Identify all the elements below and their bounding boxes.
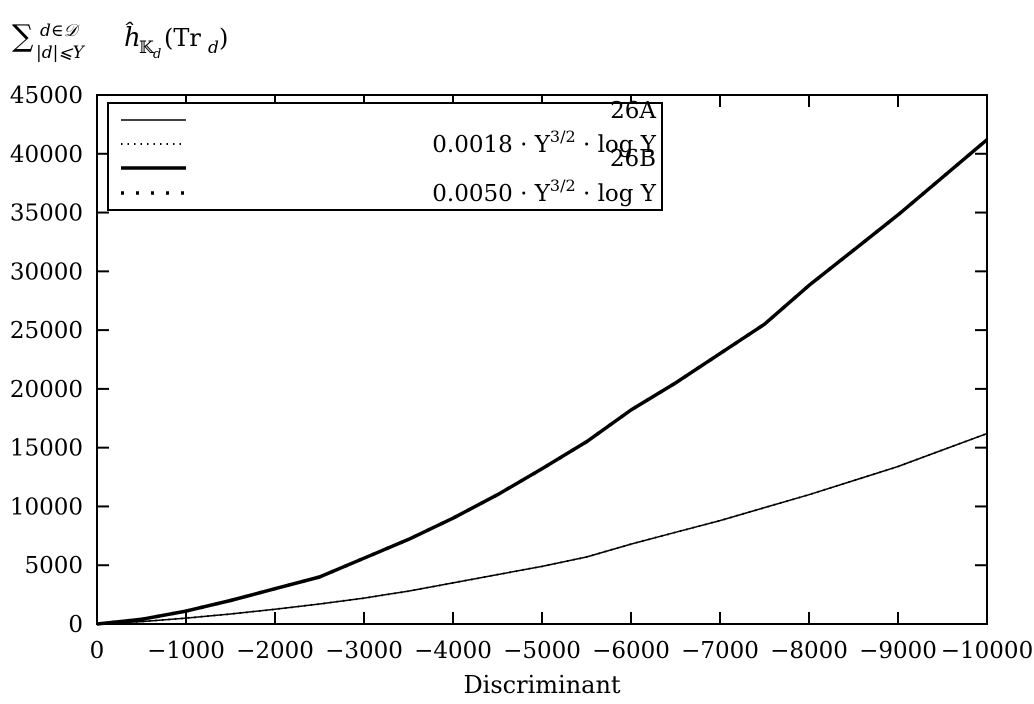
series-line-2 [96, 432, 988, 625]
x-tick-label: −6000 [592, 638, 670, 664]
x-tick-label: −7000 [681, 638, 759, 664]
x-axis-label: Discriminant [463, 671, 620, 699]
ticks-layer: 0 −1000 −2000 −3000 −4000 −5000 −6000 −7000 −800… [10, 83, 1033, 664]
y-tick-label: 30000 [10, 259, 83, 285]
series-line-1 [96, 432, 988, 625]
x-tick-label: −5000 [503, 638, 581, 664]
y-axis-label: ∑ d∈𝒟 |d|⩽Y ĥ 𝕂 d (Tr d ) [12, 19, 228, 63]
legend-label-4: 0.0050 · Y3/2 · log Y [432, 176, 657, 207]
series-line-4 [96, 138, 989, 626]
y-label-trace: (Tr [164, 24, 201, 52]
series-layer [96, 138, 989, 626]
y-tick-label: 35000 [10, 201, 83, 227]
y-tick-label: 5000 [24, 553, 83, 579]
x-tick-label: −3000 [325, 638, 403, 664]
x-tick-label: 0 [90, 638, 105, 664]
y-tick-label: 45000 [10, 83, 83, 109]
x-tick-label: −9000 [859, 638, 937, 664]
x-tick-label: −2000 [236, 638, 314, 664]
y-label-h-hat: ĥ [124, 21, 141, 53]
y-tick-label: 25000 [10, 318, 83, 344]
y-label-close-paren: ) [219, 24, 228, 52]
y-tick-label: 10000 [10, 494, 83, 520]
y-tick-label: 0 [68, 612, 83, 638]
y-label-subscript-top: d∈𝒟 [40, 21, 80, 41]
y-tick-label: 40000 [10, 142, 83, 168]
y-label-trace-subscript: d [208, 38, 219, 58]
y-label-field-subsubscript: d [153, 47, 161, 62]
y-label-subscript-bottom: |d|⩽Y [36, 43, 86, 63]
x-tick-label: −1000 [147, 638, 225, 664]
series-line-3 [96, 138, 989, 626]
y-label-field-subscript: 𝕂 [139, 38, 155, 58]
x-tick-label: −10000 [941, 638, 1033, 664]
legend-label-1: 26A [610, 98, 656, 124]
x-tick-label: −8000 [770, 638, 848, 664]
legend-box [107, 102, 663, 211]
x-tick-label: −4000 [414, 638, 492, 664]
y-tick-label: 20000 [10, 377, 83, 403]
legend-label-3: 26B [610, 146, 656, 172]
legend-label-2: 0.0018 · Y3/2 · log Y [432, 127, 657, 158]
y-label-sum-sign: ∑ [12, 19, 34, 54]
y-tick-label: 15000 [10, 436, 83, 462]
